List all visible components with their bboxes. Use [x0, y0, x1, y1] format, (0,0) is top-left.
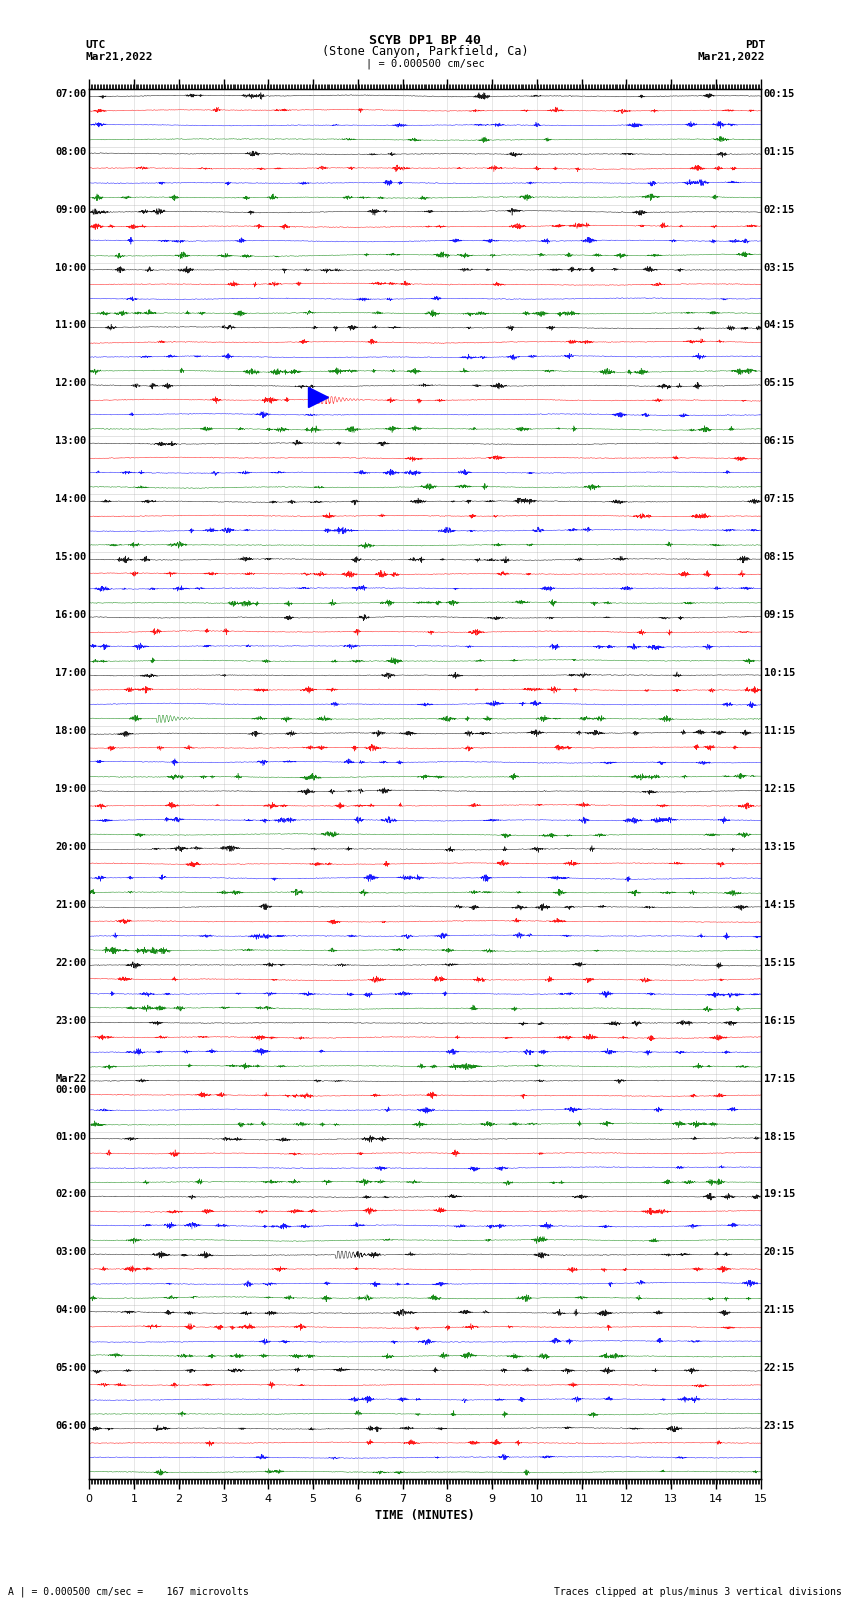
Text: SCYB DP1 BP 40: SCYB DP1 BP 40: [369, 34, 481, 47]
X-axis label: TIME (MINUTES): TIME (MINUTES): [375, 1510, 475, 1523]
Text: UTC
Mar21,2022: UTC Mar21,2022: [85, 40, 152, 61]
Text: | = 0.000500 cm/sec: | = 0.000500 cm/sec: [366, 58, 484, 69]
Text: A | = 0.000500 cm/sec =    167 microvolts: A | = 0.000500 cm/sec = 167 microvolts: [8, 1586, 249, 1597]
Text: PDT
Mar21,2022: PDT Mar21,2022: [698, 40, 765, 61]
Text: Traces clipped at plus/minus 3 vertical divisions: Traces clipped at plus/minus 3 vertical …: [553, 1587, 842, 1597]
Text: (Stone Canyon, Parkfield, Ca): (Stone Canyon, Parkfield, Ca): [321, 45, 529, 58]
